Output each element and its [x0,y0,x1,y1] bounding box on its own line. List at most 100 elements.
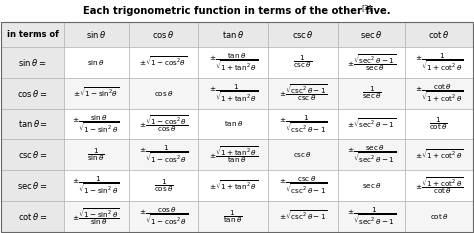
Bar [268,109,338,139]
Text: $\cos\theta$: $\cos\theta$ [152,29,175,40]
Bar [405,22,473,47]
Text: $\csc\theta$: $\csc\theta$ [292,29,314,40]
Text: $\pm\dfrac{1}{\sqrt{1-\sin^2\theta}}$: $\pm\dfrac{1}{\sqrt{1-\sin^2\theta}}$ [73,175,120,196]
Text: $\pm\sqrt{\sec^2\theta-1}$: $\pm\sqrt{\sec^2\theta-1}$ [347,117,396,131]
Bar [338,22,405,47]
Bar [338,139,405,170]
Text: $\pm\dfrac{\sec\theta}{\sqrt{\sec^2\theta-1}}$: $\pm\dfrac{\sec\theta}{\sqrt{\sec^2\thet… [347,144,396,165]
Bar [268,22,338,47]
Bar [64,170,128,201]
Text: $\pm\dfrac{\sqrt{1-\cos^2\theta}}{\cos\theta}$: $\pm\dfrac{\sqrt{1-\cos^2\theta}}{\cos\t… [139,114,188,134]
Bar [128,170,198,201]
Bar [198,170,268,201]
Text: $\sin\theta$: $\sin\theta$ [87,58,105,67]
Bar [338,78,405,109]
Text: $\pm\dfrac{\sqrt{1+\tan^2\theta}}{\tan\theta}$: $\pm\dfrac{\sqrt{1+\tan^2\theta}}{\tan\t… [209,144,258,165]
Bar [1,201,64,232]
Text: $\cot\theta$: $\cot\theta$ [429,212,448,221]
Bar [198,109,268,139]
Text: $\pm\dfrac{1}{\sqrt{1-\cos^2\theta}}$: $\pm\dfrac{1}{\sqrt{1-\cos^2\theta}}$ [139,144,188,165]
Text: $\pm\dfrac{\sqrt{1+\cot^2\theta}}{\cot\theta}$: $\pm\dfrac{\sqrt{1+\cot^2\theta}}{\cot\t… [415,175,463,196]
Text: $\pm\dfrac{1}{\sqrt{\csc^2\theta-1}}$: $\pm\dfrac{1}{\sqrt{\csc^2\theta-1}}$ [279,113,328,135]
Text: $\pm\dfrac{\csc\theta}{\sqrt{\csc^2\theta-1}}$: $\pm\dfrac{\csc\theta}{\sqrt{\csc^2\thet… [279,175,328,196]
Bar [1,22,64,47]
Bar [338,201,405,232]
Text: $\sin\theta$: $\sin\theta$ [86,29,106,40]
Bar [128,139,198,170]
Bar [405,109,473,139]
Text: $\pm\dfrac{\cos\theta}{\sqrt{1-\cos^2\theta}}$: $\pm\dfrac{\cos\theta}{\sqrt{1-\cos^2\th… [139,206,188,227]
Text: $\dfrac{1}{\cot\theta}$: $\dfrac{1}{\cot\theta}$ [429,116,448,132]
Bar [64,22,128,47]
Text: $\pm\sqrt{\csc^2\theta-1}$: $\pm\sqrt{\csc^2\theta-1}$ [279,209,328,223]
Text: in terms of: in terms of [7,30,58,39]
Text: $\dfrac{1}{\csc\theta}$: $\dfrac{1}{\csc\theta}$ [293,54,313,70]
Text: $\cot\theta =$: $\cot\theta =$ [18,211,47,222]
Text: $\tan\theta =$: $\tan\theta =$ [18,118,47,130]
Text: $\pm\dfrac{\sqrt{\sec^2\theta-1}}{\sec\theta}$: $\pm\dfrac{\sqrt{\sec^2\theta-1}}{\sec\t… [347,52,396,73]
Text: $\pm\dfrac{\tan\theta}{\sqrt{1+\tan^2\theta}}$: $\pm\dfrac{\tan\theta}{\sqrt{1+\tan^2\th… [209,52,258,73]
Text: $\cos\theta =$: $\cos\theta =$ [18,88,48,99]
Bar [338,170,405,201]
Bar [198,22,268,47]
Bar [268,78,338,109]
Bar [268,139,338,170]
Text: $\pm\sqrt{1+\cot^2\theta}$: $\pm\sqrt{1+\cot^2\theta}$ [415,148,463,162]
Text: $\pm\dfrac{\sqrt{1-\sin^2\theta}}{\sin\theta}$: $\pm\dfrac{\sqrt{1-\sin^2\theta}}{\sin\t… [73,206,120,227]
Text: $\sec\theta =$: $\sec\theta =$ [18,180,48,191]
Bar [64,201,128,232]
Text: Each trigonometric function in terms of the other five.: Each trigonometric function in terms of … [83,6,391,16]
Bar [198,47,268,78]
Text: $\tan\theta$: $\tan\theta$ [222,29,244,40]
Bar [64,78,128,109]
Bar [198,78,268,109]
Bar [128,47,198,78]
Text: $\pm\sqrt{1-\sin^2\!\theta}$: $\pm\sqrt{1-\sin^2\!\theta}$ [73,86,119,100]
Bar [64,139,128,170]
Text: $\pm\dfrac{1}{\sqrt{\sec^2\theta-1}}$: $\pm\dfrac{1}{\sqrt{\sec^2\theta-1}}$ [347,206,396,227]
Text: $\csc\theta$: $\csc\theta$ [293,150,312,159]
Text: $\csc\theta =$: $\csc\theta =$ [18,149,47,160]
Bar [338,47,405,78]
Bar [338,109,405,139]
Text: $\dfrac{1}{\cos\theta}$: $\dfrac{1}{\cos\theta}$ [154,178,173,194]
Text: $\cot\theta$: $\cot\theta$ [428,29,449,40]
Text: $\pm\sqrt{1+\tan^2\theta}$: $\pm\sqrt{1+\tan^2\theta}$ [209,178,258,193]
Bar [1,170,64,201]
Bar [198,201,268,232]
Bar [128,22,198,47]
Text: [3]: [3] [362,5,372,11]
Bar [405,201,473,232]
Bar [128,109,198,139]
Text: $\pm\dfrac{\sqrt{\csc^2\theta-1}}{\csc\theta}$: $\pm\dfrac{\sqrt{\csc^2\theta-1}}{\csc\t… [279,83,328,103]
Text: $\pm\dfrac{1}{\sqrt{1+\tan^2\theta}}$: $\pm\dfrac{1}{\sqrt{1+\tan^2\theta}}$ [209,82,258,104]
Text: $\sin\theta =$: $\sin\theta =$ [18,57,46,68]
Bar [128,201,198,232]
Bar [405,170,473,201]
Text: $\pm\sqrt{1-\cos^2\!\theta}$: $\pm\sqrt{1-\cos^2\!\theta}$ [139,55,188,69]
Text: $\pm\dfrac{1}{\sqrt{1+\cot^2\theta}}$: $\pm\dfrac{1}{\sqrt{1+\cot^2\theta}}$ [415,52,463,73]
Bar [268,170,338,201]
Bar [64,109,128,139]
Text: $\dfrac{1}{\tan\theta}$: $\dfrac{1}{\tan\theta}$ [223,208,243,225]
Bar [405,139,473,170]
Bar [1,78,64,109]
Bar [1,47,64,78]
Bar [405,47,473,78]
Bar [1,139,64,170]
Bar [268,47,338,78]
Bar [268,201,338,232]
Text: $\dfrac{1}{\sec\theta}$: $\dfrac{1}{\sec\theta}$ [362,85,382,101]
Bar [64,47,128,78]
Text: $\cos\theta$: $\cos\theta$ [154,89,173,98]
Text: $\tan\theta$: $\tan\theta$ [224,120,243,128]
Text: $\dfrac{1}{\sin\theta}$: $\dfrac{1}{\sin\theta}$ [87,147,105,163]
Bar [1,109,64,139]
Text: $\pm\dfrac{\sin\theta}{\sqrt{1-\sin^2\theta}}$: $\pm\dfrac{\sin\theta}{\sqrt{1-\sin^2\th… [73,113,120,135]
Text: $\sec\theta$: $\sec\theta$ [362,181,382,190]
Bar [198,139,268,170]
Bar [128,78,198,109]
Text: $\sec\theta$: $\sec\theta$ [360,29,383,40]
Text: $\pm\dfrac{\cot\theta}{\sqrt{1+\cot^2\theta}}$: $\pm\dfrac{\cot\theta}{\sqrt{1+\cot^2\th… [415,82,463,104]
Bar [405,78,473,109]
